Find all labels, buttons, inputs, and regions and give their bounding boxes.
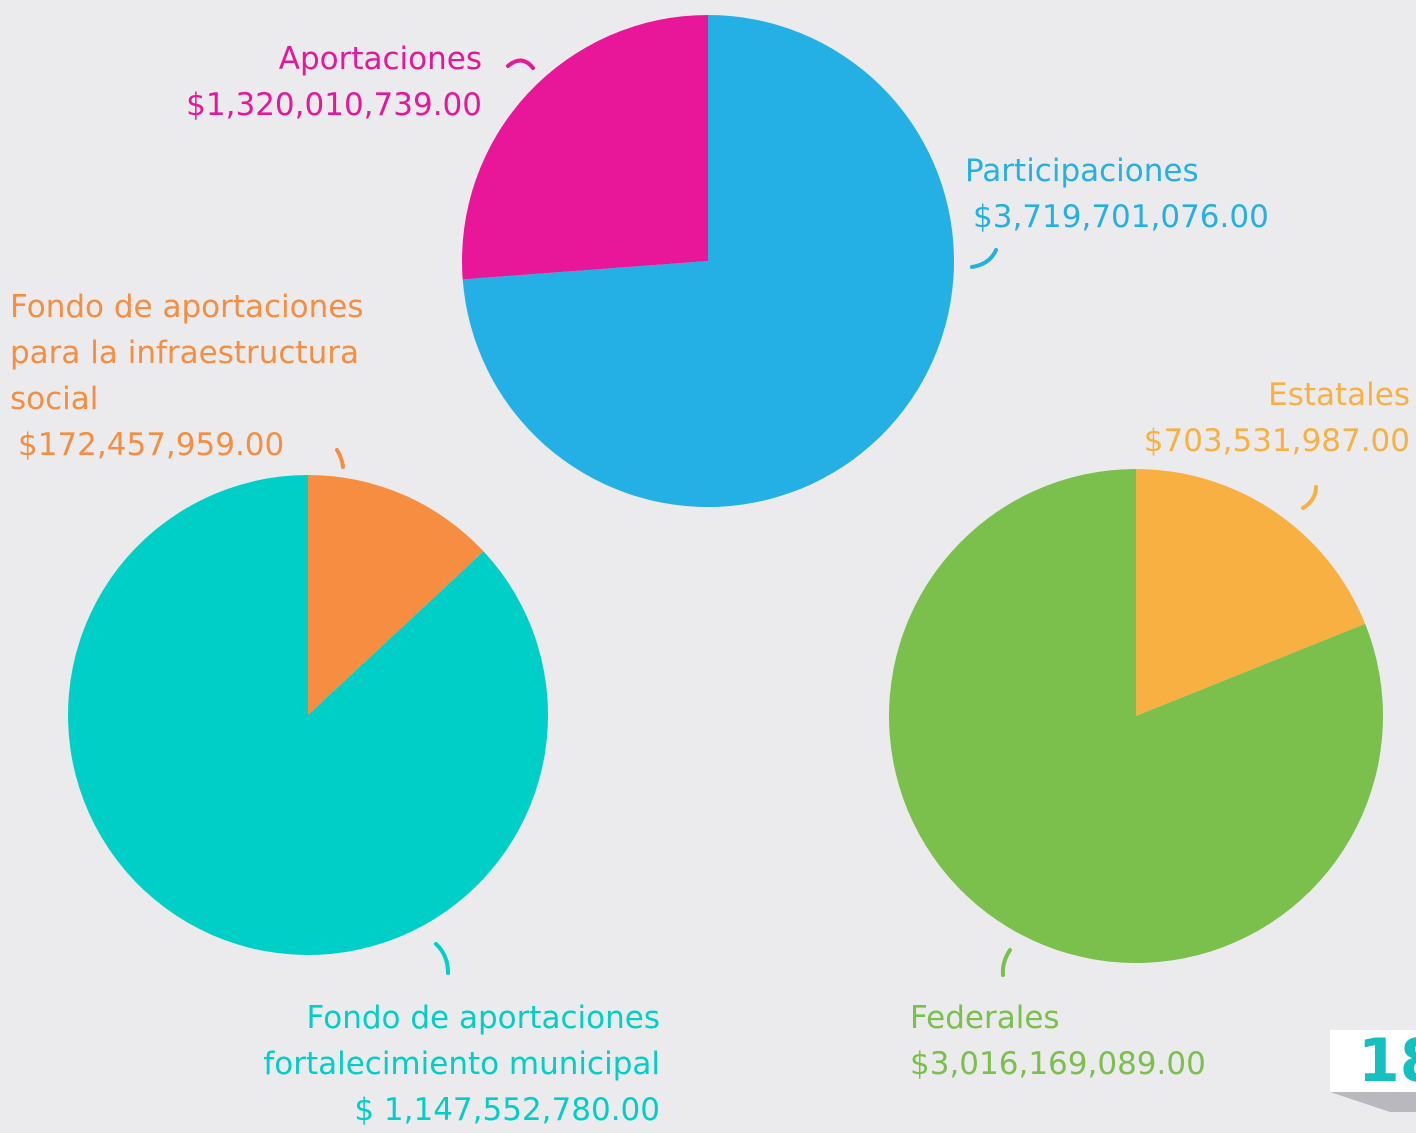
pie-slice — [462, 15, 708, 280]
leader — [434, 942, 450, 975]
leader — [1000, 948, 1012, 977]
leader — [335, 448, 345, 469]
value-label: $ 1,147,552,780.00 — [354, 1092, 660, 1128]
slice-label: Fondo de aportaciones para la infraestru… — [10, 284, 395, 468]
value-label: $172,457,959.00 — [18, 427, 285, 463]
slice-label: Fondo de aportaciones fortalecimiento mu… — [178, 995, 660, 1133]
leaders — [335, 58, 1318, 977]
leader — [506, 58, 535, 70]
page-tab — [1330, 1030, 1416, 1092]
slice-label: Estatales $703,531,987.00 — [1110, 372, 1410, 464]
category-label: Fondo de aportaciones para la infraestru… — [10, 289, 364, 417]
pie-slice — [462, 15, 954, 507]
page-number: 18 — [1358, 1026, 1416, 1096]
category-label: Estatales — [1268, 377, 1410, 413]
value-label: $3,016,169,089.00 — [910, 1046, 1206, 1082]
pie-slice — [888, 469, 1383, 963]
slice-label: Participaciones $3,719,701,076.00 — [965, 148, 1295, 240]
category-label: Federales — [910, 1000, 1060, 1036]
value-label: $703,531,987.00 — [1143, 423, 1410, 459]
value-label: $1,320,010,739.00 — [186, 87, 482, 123]
page-tab-shadow — [1330, 1092, 1416, 1112]
slice-label: Federales $3,016,169,089.00 — [910, 995, 1250, 1087]
pie-slice — [1136, 469, 1366, 716]
category-label: Participaciones — [965, 153, 1199, 189]
leader — [970, 248, 998, 269]
slice-label: Aportaciones $1,320,010,739.00 — [120, 36, 482, 128]
category-label: Fondo de aportaciones fortalecimiento mu… — [263, 1000, 660, 1082]
pie-slice — [67, 475, 549, 955]
leader — [1301, 485, 1318, 510]
pie-slice — [308, 475, 484, 715]
value-label: $3,719,701,076.00 — [973, 199, 1269, 235]
category-label: Aportaciones — [278, 41, 482, 77]
